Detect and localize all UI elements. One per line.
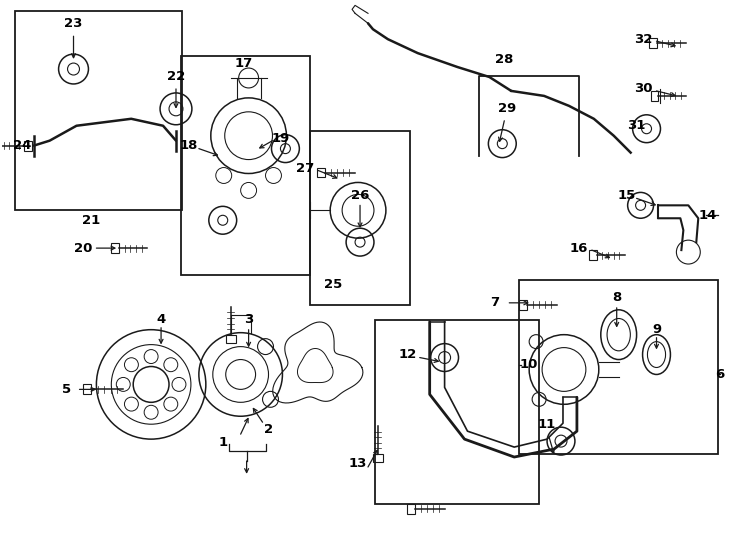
Text: 30: 30: [634, 83, 653, 96]
Text: 20: 20: [74, 241, 92, 255]
Text: 24: 24: [12, 139, 31, 152]
Bar: [375, 320, 539, 504]
Text: 1: 1: [218, 436, 228, 449]
Text: 16: 16: [570, 241, 588, 255]
Text: 2: 2: [264, 423, 273, 436]
Text: 25: 25: [324, 279, 342, 292]
Text: 27: 27: [297, 162, 314, 175]
Text: 8: 8: [612, 292, 622, 305]
Bar: [181, 56, 310, 275]
Text: 18: 18: [180, 139, 198, 152]
Text: 15: 15: [617, 189, 636, 202]
Text: 32: 32: [634, 33, 653, 46]
Text: 31: 31: [628, 119, 646, 132]
Text: 3: 3: [244, 313, 253, 326]
Text: 11: 11: [538, 418, 556, 431]
Text: 19: 19: [272, 132, 290, 145]
Text: 28: 28: [495, 52, 514, 65]
Text: 13: 13: [349, 457, 367, 470]
Text: 5: 5: [62, 383, 71, 396]
Text: 23: 23: [65, 17, 83, 30]
Text: 6: 6: [716, 368, 724, 381]
Text: 29: 29: [498, 103, 517, 116]
Text: 9: 9: [652, 323, 661, 336]
Text: 10: 10: [520, 358, 538, 371]
Text: 14: 14: [699, 209, 717, 222]
Text: 22: 22: [167, 70, 185, 83]
Text: 4: 4: [156, 313, 166, 326]
Bar: [15, 11, 182, 210]
Text: 21: 21: [82, 214, 101, 227]
Text: 12: 12: [399, 348, 417, 361]
Text: 17: 17: [234, 57, 252, 70]
Bar: [519, 280, 718, 454]
Text: 26: 26: [351, 189, 369, 202]
Bar: [310, 131, 410, 305]
Text: 7: 7: [490, 296, 499, 309]
